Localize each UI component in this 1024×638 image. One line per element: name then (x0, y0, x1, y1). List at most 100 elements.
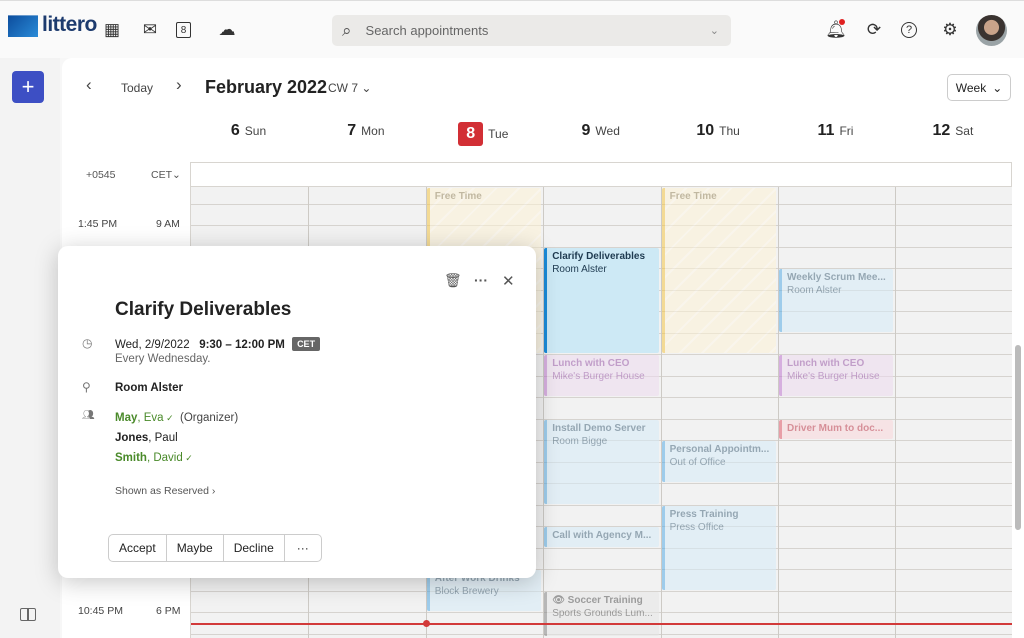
cw-label: CW 7 (328, 81, 358, 95)
avatar[interactable] (976, 15, 1007, 46)
search-placeholder: Search appointments (365, 23, 489, 38)
event-weekly-scrum-mee[interactable]: Weekly Scrum Mee... Room Alster (779, 269, 894, 332)
prev-week-button[interactable]: ‹ (86, 75, 92, 94)
primary-time-label: 9 AM (156, 218, 180, 230)
event-location: Sports Grounds Lum... (552, 607, 653, 619)
calendar-week-select[interactable]: CW 7 ⌄ (328, 81, 372, 95)
more-icon[interactable]: ··· (474, 272, 488, 288)
event-location: Out of Office (669, 457, 726, 468)
attendee-last-name: Smith (115, 452, 147, 464)
more-responses-button[interactable]: ··· (296, 541, 309, 555)
decline-button[interactable]: Decline (224, 535, 285, 561)
bell-icon[interactable]: 🔔︎ (825, 19, 847, 39)
attendee-last-name: May (115, 412, 138, 424)
event-soccer-training[interactable]: 👁︎ Soccer Training Sports Grounds Lum... (544, 591, 659, 636)
grid-line (191, 397, 1012, 398)
day-header-thu[interactable]: 10 Thu (660, 122, 777, 140)
event-press-training[interactable]: Press Training Press Office (661, 505, 776, 590)
primary-time-label: 6 PM (156, 605, 181, 617)
apps-grid-icon[interactable]: ▦ (103, 20, 121, 39)
day-number: 8 (458, 122, 484, 146)
event-call-with-agency-m[interactable]: Call with Agency M... (544, 527, 659, 547)
day-name: Wed (595, 124, 620, 138)
event-title: Call with Agency M... (552, 530, 652, 541)
show-as-label: Shown as Reserved (115, 485, 209, 497)
accept-button[interactable]: Accept (109, 535, 167, 561)
littero-logo[interactable]: littero (8, 13, 97, 37)
event-lunch-with-ceo[interactable]: Lunch with CEO Mike's Burger House (779, 355, 894, 396)
day-name: Thu (719, 124, 740, 138)
secondary-time-label: 1:45 PM (78, 218, 118, 230)
grid-line (191, 504, 1012, 506)
logo-mark-icon (8, 15, 38, 37)
help-icon[interactable]: ? (901, 22, 917, 38)
today-button[interactable]: Today (121, 81, 154, 95)
day-header-sun[interactable]: 6 Sun (190, 122, 307, 140)
event-title: Lunch with CEO (787, 358, 865, 369)
event-recurrence: Every Wednesday. (115, 353, 211, 365)
day-name: Fri (839, 124, 854, 138)
day-header-sat[interactable]: 12 Sat (894, 122, 1011, 140)
grid-line (191, 418, 1012, 420)
close-icon[interactable]: ✕ (502, 273, 515, 290)
attendee[interactable]: Jones, Paul (115, 432, 178, 444)
show-as-link[interactable]: Shown as Reserved › (115, 485, 216, 497)
day-header-tue[interactable]: 8 Tue (425, 122, 542, 146)
day-header-mon[interactable]: 7 Mon (307, 122, 424, 140)
grid-line (191, 354, 1012, 355)
day-divider (660, 187, 662, 638)
clock-icon: ◷ (82, 336, 93, 350)
event-personal-appointm[interactable]: Personal Appointm... Out of Office (661, 441, 776, 482)
month-title: February 2022 (205, 77, 328, 97)
event-datetime: Wed, 2/9/2022 9:30 – 12:00 PM CET (115, 337, 321, 351)
attendee-first-name: , Paul (148, 432, 178, 444)
all-day-row[interactable] (190, 162, 1012, 186)
toggle-panel-icon[interactable] (20, 608, 36, 621)
grid-line (191, 547, 1012, 549)
primary-timezone-select[interactable]: CET⌄ (151, 169, 181, 181)
notification-dot (839, 19, 845, 25)
grid-line (191, 590, 1012, 592)
event-location: Room Alster (787, 285, 842, 296)
event-driver-mum-to-doc[interactable]: Driver Mum to doc... (779, 419, 894, 439)
chevron-down-icon[interactable]: ⌄ (709, 25, 719, 37)
chevron-down-icon: ⌄ (992, 80, 1003, 95)
event-title: Clarify Deliverables (552, 250, 646, 262)
day-header-wed[interactable]: 9 Wed (542, 122, 659, 140)
event-location: Mike's Burger House (787, 371, 880, 382)
event-lunch-with-ceo[interactable]: Lunch with CEO Mike's Burger House (544, 355, 659, 396)
day-name: Sat (955, 124, 974, 138)
maybe-button[interactable]: Maybe (167, 535, 224, 561)
event-location: Room Bigge (552, 435, 608, 447)
cloud-icon[interactable]: ☁ (218, 20, 236, 39)
calendar-icon[interactable]: 8 (176, 22, 191, 38)
event-title: Clarify Deliverables (115, 299, 292, 320)
event-time: 9:30 – 12:00 PM (199, 339, 285, 351)
event-install-demo-server[interactable]: Install Demo Server Room Bigge (544, 419, 659, 504)
event-title: Free Time (669, 191, 717, 202)
event-free-time[interactable]: Free Time (661, 188, 776, 353)
next-week-button[interactable]: › (176, 75, 182, 94)
timezone-badge: CET (292, 337, 321, 351)
scrollbar[interactable] (1015, 345, 1021, 530)
event-title: Install Demo Server (552, 422, 646, 434)
event-clarify-deliverables[interactable]: Clarify Deliverables Room Alster (544, 247, 659, 353)
sync-icon[interactable]: ⟳ (866, 20, 882, 39)
day-number: 7 (347, 122, 357, 139)
trash-icon[interactable]: 🗑︎ (444, 272, 462, 288)
event-title: Lunch with CEO (552, 358, 630, 369)
grid-line (191, 225, 1012, 226)
new-appointment-button[interactable]: + (12, 71, 44, 103)
event-location: Room Alster (552, 263, 607, 275)
day-name: Tue (488, 127, 509, 141)
event-title: Driver Mum to doc... (787, 422, 884, 434)
event-title: Personal Appointm... (669, 444, 770, 455)
event-date: Wed, 2/9/2022 (115, 339, 190, 351)
day-header-fri[interactable]: 11 Fri (777, 122, 894, 140)
mail-icon[interactable]: ✉ (142, 20, 158, 39)
search-input[interactable]: ⌕ Search appointments ⌄ (332, 15, 731, 46)
attendee[interactable]: May, Eva ✓ (Organizer) (115, 412, 238, 424)
gear-icon[interactable]: ⚙ (942, 20, 958, 39)
attendee[interactable]: Smith, David ✓ (115, 452, 193, 464)
view-select[interactable]: Week ⌄ (947, 74, 1011, 101)
